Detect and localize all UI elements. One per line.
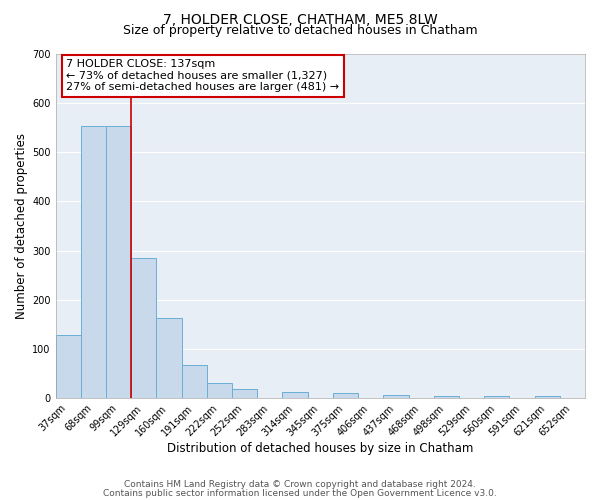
Bar	[283, 392, 308, 398]
Bar	[383, 394, 409, 398]
Bar	[434, 396, 459, 398]
Bar	[535, 396, 560, 398]
Text: Contains public sector information licensed under the Open Government Licence v3: Contains public sector information licen…	[103, 488, 497, 498]
Text: Contains HM Land Registry data © Crown copyright and database right 2024.: Contains HM Land Registry data © Crown c…	[124, 480, 476, 489]
Text: 7 HOLDER CLOSE: 137sqm
← 73% of detached houses are smaller (1,327)
27% of semi-: 7 HOLDER CLOSE: 137sqm ← 73% of detached…	[66, 59, 339, 92]
Text: Size of property relative to detached houses in Chatham: Size of property relative to detached ho…	[122, 24, 478, 37]
Text: 7, HOLDER CLOSE, CHATHAM, ME5 8LW: 7, HOLDER CLOSE, CHATHAM, ME5 8LW	[163, 12, 437, 26]
Bar	[182, 364, 207, 398]
Bar	[157, 318, 182, 398]
Bar	[333, 393, 358, 398]
X-axis label: Distribution of detached houses by size in Chatham: Distribution of detached houses by size …	[167, 442, 473, 455]
Bar	[232, 389, 257, 398]
Bar	[106, 126, 131, 398]
Y-axis label: Number of detached properties: Number of detached properties	[15, 133, 28, 319]
Bar	[56, 335, 81, 398]
Bar	[81, 126, 106, 398]
Bar	[131, 258, 157, 398]
Bar	[207, 382, 232, 398]
Bar	[484, 396, 509, 398]
